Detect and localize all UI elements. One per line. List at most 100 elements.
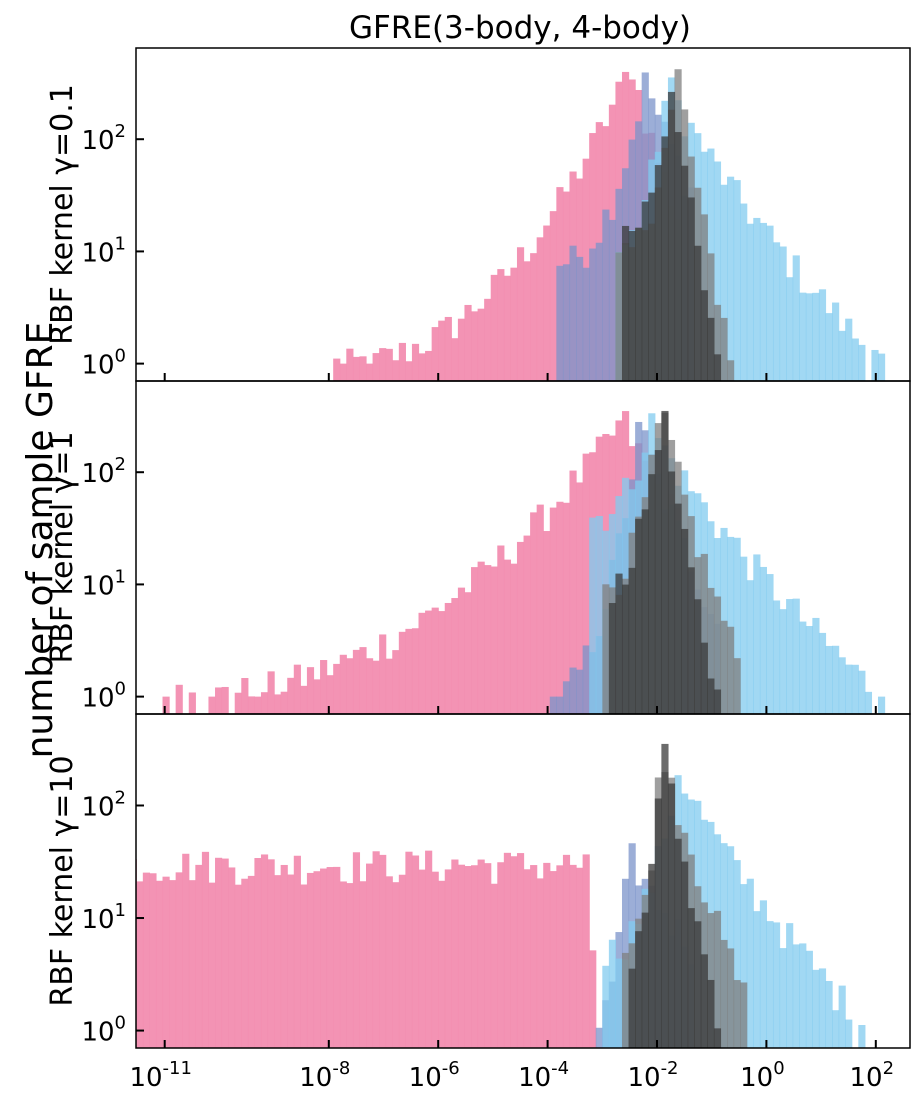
histogram-bar — [247, 875, 255, 1048]
histogram-bar — [707, 678, 715, 714]
histogram-bar — [306, 667, 315, 714]
histogram-bar — [385, 876, 393, 1048]
histogram-bar — [523, 261, 531, 381]
histogram-bar — [234, 884, 242, 1048]
histogram-bar — [589, 517, 597, 714]
panel-y-label: RBF kernel γ=10 — [45, 755, 80, 1006]
histogram-bar — [753, 217, 761, 381]
histogram-bar — [471, 865, 479, 1048]
histogram-bar — [490, 883, 498, 1048]
histogram-bar — [464, 592, 472, 714]
histogram-bar — [169, 880, 177, 1048]
histogram-bar — [359, 356, 367, 381]
histogram-bar — [175, 684, 183, 714]
histogram-bar — [477, 859, 485, 1048]
histogram-bar — [713, 161, 722, 381]
histogram-bars — [333, 69, 886, 381]
histogram-bar — [759, 222, 767, 381]
histogram-bar — [681, 528, 689, 714]
histogram-bar — [694, 599, 702, 714]
histogram-bar — [713, 304, 722, 381]
histogram-bar — [654, 798, 662, 1048]
histogram-bar — [142, 872, 150, 1048]
histogram-bar — [864, 691, 873, 714]
histogram-bar — [366, 863, 374, 1048]
histogram-bar — [221, 686, 229, 714]
histogram-bar — [608, 603, 617, 714]
histogram-bar — [608, 219, 617, 381]
histogram-bar — [576, 256, 584, 381]
histogram-bar — [621, 584, 630, 714]
histogram-bar — [562, 854, 571, 1048]
histogram-bar — [536, 504, 544, 714]
histogram-bar — [484, 863, 492, 1048]
histogram-bar — [516, 541, 525, 714]
histogram-bar — [654, 165, 662, 381]
histogram-bar — [792, 598, 800, 714]
histogram-bar — [851, 664, 859, 714]
histogram-bar — [569, 470, 577, 714]
histogram-bar — [549, 211, 557, 381]
histogram-bar — [313, 679, 321, 714]
histogram-bar — [812, 969, 820, 1048]
x-tick-label: 10-6 — [409, 1058, 460, 1093]
panel-y-label: RBF kernel γ=0.1 — [45, 84, 80, 345]
histogram-bar — [845, 664, 853, 714]
histogram-bar — [759, 566, 767, 714]
histogram-bar — [405, 361, 413, 381]
histogram-bar — [457, 864, 466, 1048]
histogram-bar — [477, 561, 485, 714]
histogram-bar — [805, 950, 813, 1048]
histogram-bar — [411, 343, 420, 381]
histogram-bar — [471, 311, 479, 381]
y-tick-label: 100 — [81, 346, 126, 381]
histogram-bar — [201, 851, 210, 1048]
histogram-bar — [766, 921, 774, 1048]
histogram-bar — [779, 246, 787, 381]
histogram-bar — [694, 245, 702, 381]
histogram-bar — [398, 631, 406, 714]
histogram-bar — [398, 342, 406, 381]
histogram-bar — [438, 320, 446, 381]
histogram-bar — [628, 567, 636, 714]
histogram-bar — [687, 567, 695, 714]
histogram-bar — [418, 612, 426, 714]
series-dark — [621, 91, 722, 381]
histogram-bar — [352, 649, 361, 714]
histogram-bar — [444, 602, 452, 714]
histogram-bar — [280, 691, 288, 714]
histogram-bar — [530, 253, 538, 381]
histogram-bar — [733, 860, 741, 1048]
histogram-bar — [339, 881, 347, 1048]
histogram-bar — [208, 696, 216, 714]
histogram-bar — [359, 881, 367, 1048]
histogram-bar — [786, 923, 794, 1048]
histogram-bar — [155, 880, 164, 1048]
histogram-bar — [405, 628, 413, 714]
histogram-bar — [215, 857, 223, 1048]
histogram-bar — [556, 265, 564, 381]
histogram-bar — [753, 911, 761, 1048]
histogram-bar — [543, 225, 551, 381]
histogram-bar — [628, 968, 636, 1048]
histogram-bar — [333, 866, 341, 1048]
histogram-bar — [569, 245, 577, 381]
histogram-bar — [556, 696, 564, 714]
histogram-bars — [162, 410, 886, 714]
histogram-bar — [451, 859, 459, 1048]
x-tick-label: 10-4 — [518, 1058, 569, 1093]
histogram-bar — [379, 634, 387, 714]
histogram-bar — [812, 292, 820, 381]
histogram-bar — [444, 869, 452, 1048]
histogram-bar — [674, 838, 682, 1048]
histogram-bar — [549, 871, 557, 1048]
histogram-bar — [700, 553, 708, 714]
histogram-bar — [661, 410, 669, 714]
histogram-bar — [372, 353, 380, 381]
histogram-bar — [241, 878, 249, 1048]
histogram-bar — [392, 360, 400, 381]
histogram-bar — [523, 869, 531, 1048]
histogram-bar — [208, 882, 216, 1048]
histogram-bar — [720, 939, 728, 1048]
